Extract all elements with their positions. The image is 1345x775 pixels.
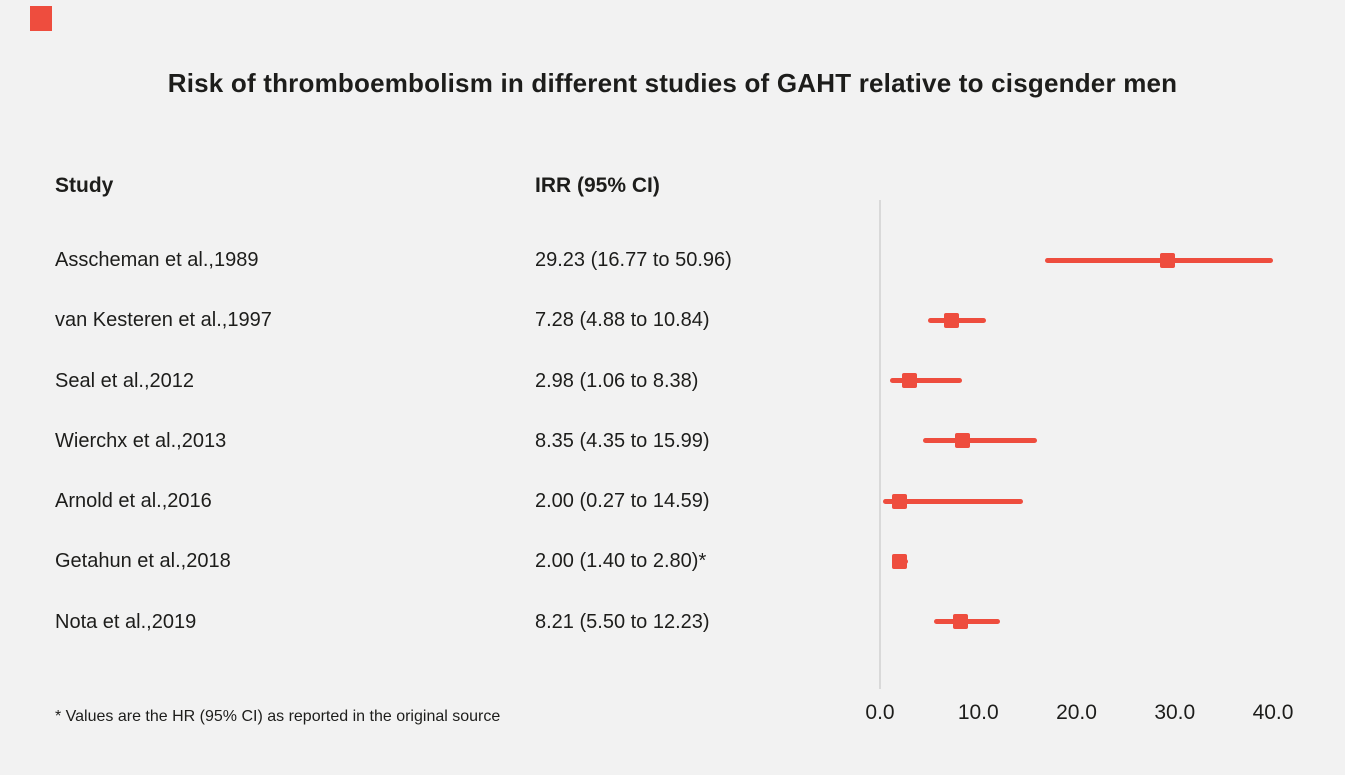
confidence-interval-line [882, 498, 1024, 504]
logo-mark [30, 6, 52, 31]
study-column-header: Study [55, 174, 114, 197]
irr-value: 7.28 (4.88 to 10.84) [535, 309, 710, 332]
confidence-interval-line [1044, 257, 1273, 263]
study-label: Asscheman et al.,1989 [55, 249, 259, 271]
footnote: * Values are the HR (95% CI) as reported… [55, 708, 501, 725]
study-label: Arnold et al.,2016 [55, 490, 212, 512]
irr-column-header: IRR (95% CI) [535, 174, 660, 197]
confidence-interval-line [890, 378, 963, 383]
irr-value: 29.23 (16.77 to 50.96) [535, 249, 732, 271]
x-tick-label: 10.0 [957, 701, 999, 724]
point-estimate-marker [953, 614, 969, 629]
point-estimate-marker [1159, 252, 1175, 268]
study-label: Wierchx et al.,2013 [55, 429, 227, 452]
point-estimate-marker [954, 433, 970, 449]
chart-title: Risk of thromboembolism in different stu… [167, 68, 1178, 98]
zero-axis-line [879, 200, 881, 689]
study-label: Getahun et al.,2018 [55, 550, 231, 573]
x-tick-label: 30.0 [1154, 701, 1196, 724]
irr-value: 8.35 (4.35 to 15.99) [535, 429, 710, 452]
irr-value: 2.98 (1.06 to 8.38) [535, 369, 699, 392]
irr-value: 2.00 (0.27 to 14.59) [535, 490, 710, 512]
study-label: Nota et al.,2019 [55, 610, 197, 633]
point-estimate-marker [892, 493, 908, 509]
x-tick-label: 0.0 [865, 701, 895, 724]
study-label: van Kesteren et al.,1997 [55, 309, 272, 332]
study-label: Seal et al.,2012 [55, 369, 194, 392]
irr-value: 2.00 (1.40 to 2.80)* [535, 550, 707, 573]
point-estimate-marker [901, 373, 917, 388]
x-tick-label: 40.0 [1252, 701, 1294, 724]
point-estimate-marker [944, 312, 960, 328]
x-tick-label: 20.0 [1056, 701, 1097, 724]
confidence-interval-line [922, 438, 1038, 444]
irr-value: 8.21 (5.50 to 12.23) [535, 610, 710, 633]
point-estimate-marker [892, 553, 908, 569]
